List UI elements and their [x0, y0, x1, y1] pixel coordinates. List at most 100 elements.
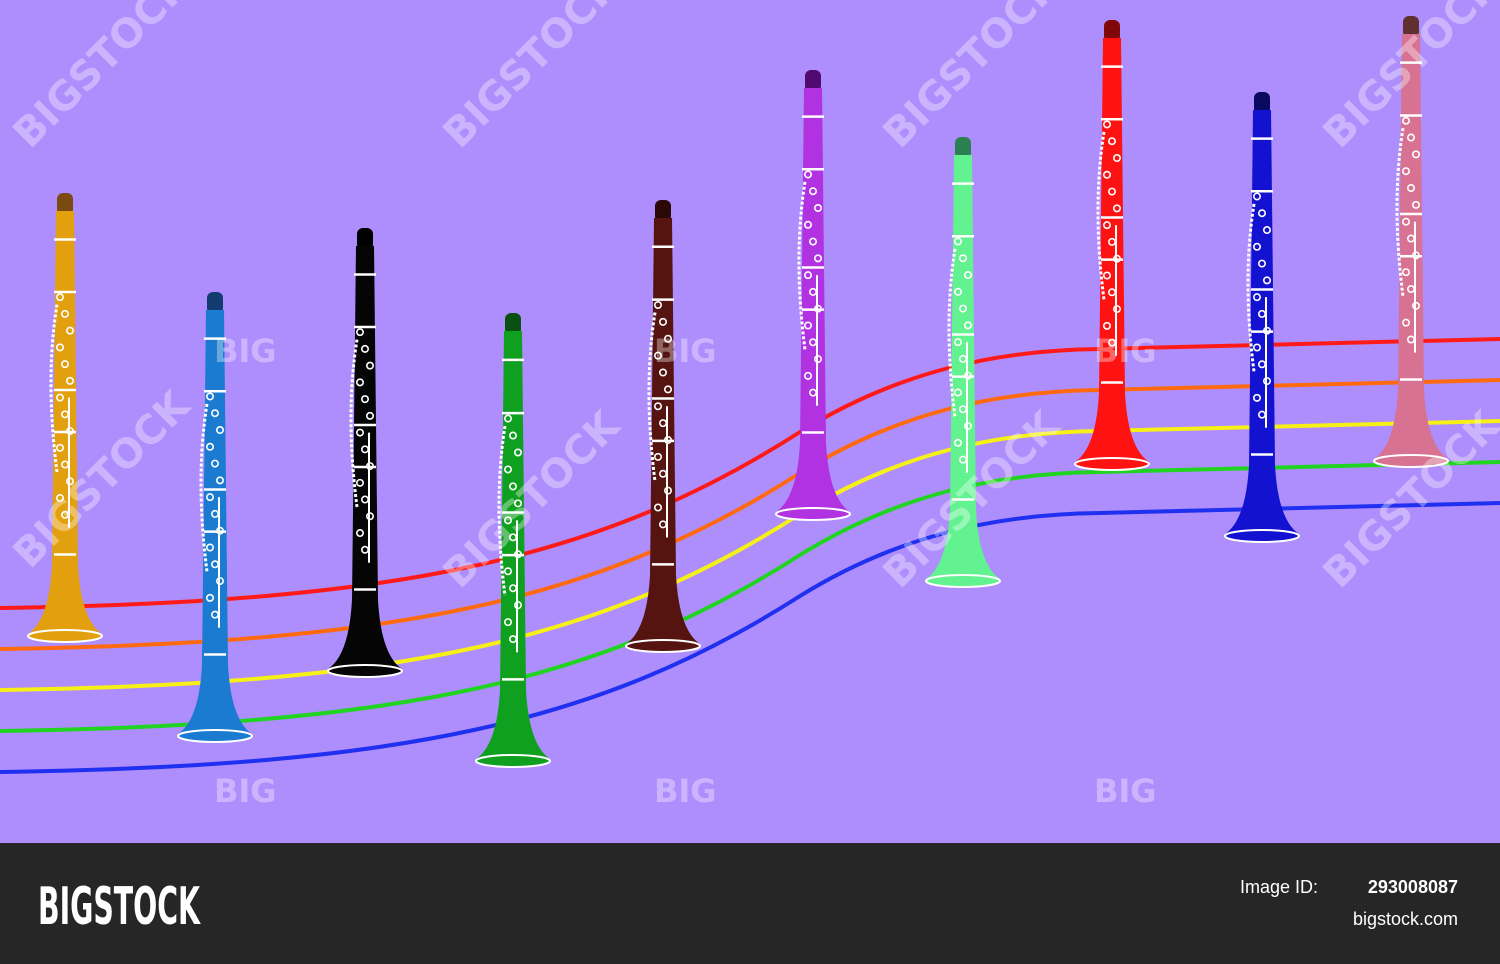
key	[1108, 137, 1117, 146]
key-rod	[797, 181, 807, 350]
clarinet	[775, 70, 851, 521]
key	[503, 465, 512, 474]
bell-rim	[327, 664, 403, 678]
clarinets	[27, 16, 1449, 768]
key	[1103, 221, 1112, 230]
key	[653, 402, 662, 411]
key	[211, 409, 220, 418]
key	[206, 593, 215, 602]
clarinet-body	[626, 218, 700, 644]
site-url: bigstock.com	[1353, 909, 1458, 929]
key	[958, 254, 967, 263]
rainbow-line	[0, 501, 1500, 774]
key-rod	[947, 248, 957, 417]
key	[658, 317, 667, 326]
key	[216, 426, 225, 435]
key	[503, 516, 512, 525]
bell-rim	[177, 729, 253, 743]
key	[55, 443, 64, 452]
clarinet-body	[1075, 38, 1149, 462]
clarinet	[1074, 20, 1150, 471]
clarinet	[475, 313, 551, 768]
key	[508, 431, 517, 440]
key	[953, 237, 962, 246]
key	[803, 371, 812, 380]
key	[211, 459, 220, 468]
mouthpiece	[207, 292, 223, 314]
mouthpiece	[1403, 16, 1419, 38]
key	[1253, 393, 1262, 402]
key	[653, 351, 662, 360]
clarinet-body	[776, 88, 850, 512]
key	[813, 254, 822, 263]
key	[1113, 204, 1122, 213]
key	[513, 499, 522, 508]
key	[1402, 116, 1411, 125]
key-rod	[1395, 127, 1405, 297]
mouthpiece	[1254, 92, 1270, 114]
key	[1412, 200, 1421, 209]
key	[953, 438, 962, 447]
key	[60, 360, 69, 369]
key	[1402, 318, 1411, 327]
key	[355, 478, 364, 487]
key	[55, 494, 64, 503]
mouthpiece	[357, 228, 373, 250]
bell-rim	[625, 639, 701, 653]
mouthpiece	[505, 313, 521, 335]
key	[658, 368, 667, 377]
bell-rim	[1373, 454, 1449, 468]
key	[503, 618, 512, 627]
key	[1258, 259, 1267, 268]
key	[1263, 226, 1272, 235]
key	[503, 567, 512, 576]
key	[55, 343, 64, 352]
watermark: BIG	[654, 772, 717, 810]
image-id-label: Image ID:	[1240, 877, 1318, 897]
key	[1263, 276, 1272, 285]
key-rod	[1096, 131, 1106, 300]
key	[803, 170, 812, 179]
key	[1412, 150, 1421, 159]
clarinet	[327, 228, 403, 678]
key	[953, 287, 962, 296]
bell-rim	[775, 507, 851, 521]
rainbow-line	[0, 337, 1500, 610]
watermark: BIG	[1094, 332, 1157, 370]
clarinet	[1373, 16, 1449, 468]
key-rod	[199, 403, 209, 572]
clarinet	[925, 137, 1001, 588]
key	[1402, 268, 1411, 277]
bell-rim	[1074, 457, 1150, 471]
footer-logo: BIGSTOCK	[38, 877, 201, 937]
key	[360, 395, 369, 404]
key	[1253, 293, 1262, 302]
key	[216, 476, 225, 485]
mouthpiece	[805, 70, 821, 92]
clarinet-body	[476, 331, 550, 759]
key	[803, 271, 812, 280]
key	[503, 414, 512, 423]
key	[1407, 184, 1416, 193]
key	[1103, 271, 1112, 280]
key	[813, 204, 822, 213]
key	[365, 361, 374, 370]
key-rod	[349, 339, 359, 508]
key	[55, 393, 64, 402]
bell-rim	[925, 574, 1001, 588]
key	[1253, 343, 1262, 352]
key	[60, 309, 69, 318]
watermark: BIG	[214, 772, 277, 810]
key	[206, 442, 215, 451]
key	[1113, 154, 1122, 163]
watermark: BIG	[654, 332, 717, 370]
key	[513, 448, 522, 457]
rainbow-line	[0, 378, 1500, 651]
key-rod	[647, 312, 657, 482]
key	[355, 428, 364, 437]
key	[206, 543, 215, 552]
key	[1253, 242, 1262, 251]
clarinet-body	[1225, 110, 1299, 534]
key	[803, 321, 812, 330]
clarinet-body	[926, 155, 1000, 579]
